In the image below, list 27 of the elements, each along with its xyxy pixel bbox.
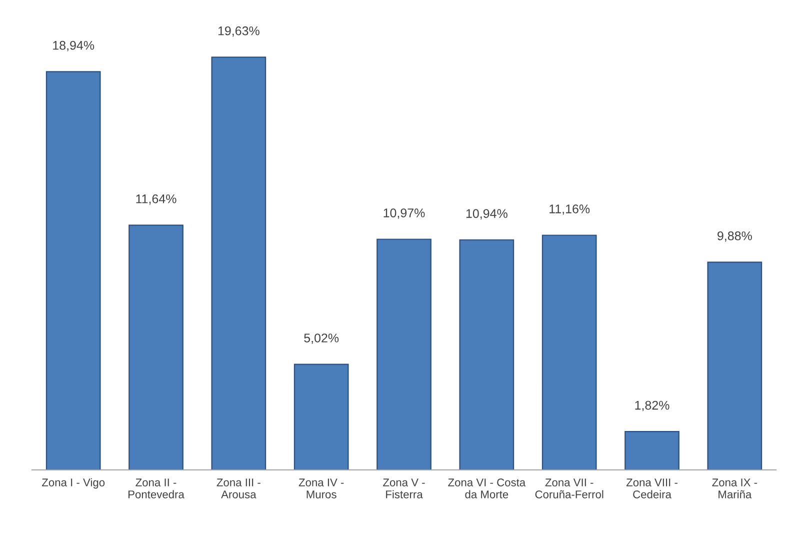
bar xyxy=(376,238,432,470)
x-tick-label: Zona IV - Muros xyxy=(298,478,344,498)
x-tick-label: Zona IX - Mariña xyxy=(712,478,758,498)
data-label: 1,82% xyxy=(635,400,670,412)
bar xyxy=(707,262,762,470)
x-tick-label: Zona VII - Coruña-Ferrol xyxy=(535,478,604,498)
bar xyxy=(542,234,597,470)
x-tick-label: Zona VI - Costa da Morte xyxy=(448,478,526,498)
bar xyxy=(211,56,266,470)
bar xyxy=(46,71,101,470)
x-tick-label: Zona I - Vigo xyxy=(42,478,105,489)
x-tick-label: Zona III - Arousa xyxy=(216,478,260,498)
data-label: 19,63% xyxy=(218,26,260,37)
x-tick-label: Zona V - Fisterra xyxy=(383,478,425,498)
data-label: 9,88% xyxy=(718,231,752,242)
bar xyxy=(624,431,680,470)
bar xyxy=(128,224,184,470)
data-label: 18,94% xyxy=(53,40,94,52)
data-label: 5,02% xyxy=(304,334,339,344)
bar xyxy=(459,239,514,470)
data-label: 11,16% xyxy=(550,204,590,215)
data-label: 10,97% xyxy=(384,208,425,219)
data-label: 10,94% xyxy=(466,209,508,220)
data-label: 11,64% xyxy=(136,194,176,205)
x-tick-label: Zona VIII - Cedeira xyxy=(626,478,678,498)
bar xyxy=(294,364,349,470)
x-tick-label: Zona II - Pontevedra xyxy=(128,478,184,498)
